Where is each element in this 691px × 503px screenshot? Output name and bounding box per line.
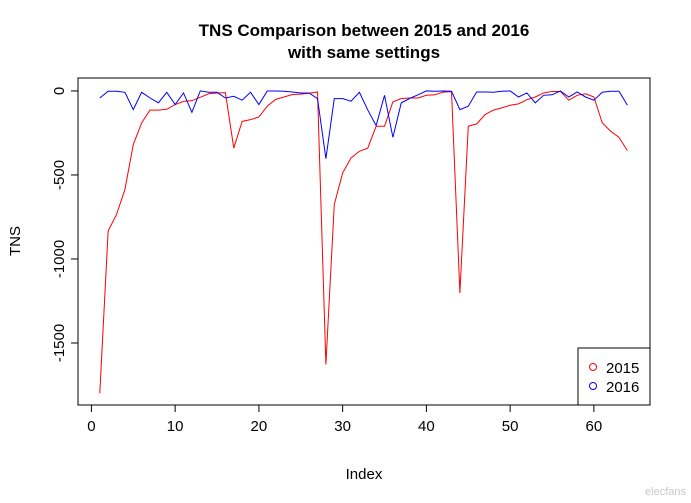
legend-box bbox=[577, 347, 651, 406]
x-tick-label: 10 bbox=[167, 418, 184, 435]
chart-title: TNS Comparison between 2015 and 2016 bbox=[199, 21, 530, 40]
y-axis-label: TNS bbox=[7, 226, 24, 256]
x-tick-label: 50 bbox=[502, 418, 519, 435]
x-axis: 0 10 20 30 40 50 60 bbox=[87, 404, 603, 435]
legend: 2015 2016 bbox=[577, 347, 651, 406]
legend-label-2016: 2016 bbox=[606, 379, 639, 396]
y-axis: 0 -500 -1000 -1500 bbox=[51, 87, 79, 362]
x-axis-label: Index bbox=[346, 466, 383, 483]
x-tick-label: 30 bbox=[334, 418, 351, 435]
y-tick-label: -1000 bbox=[51, 240, 68, 278]
y-tick-label: -500 bbox=[51, 160, 68, 190]
x-tick-label: 20 bbox=[251, 418, 268, 435]
x-tick-label: 60 bbox=[586, 418, 603, 435]
plot-box bbox=[77, 77, 651, 406]
y-tick-label: 0 bbox=[51, 87, 68, 95]
series-lines bbox=[99, 90, 628, 394]
series-line-2015 bbox=[99, 90, 628, 394]
y-tick-label: -1500 bbox=[51, 324, 68, 362]
x-tick-label: 0 bbox=[87, 418, 95, 435]
chart-subtitle: with same settings bbox=[287, 43, 440, 62]
legend-marker-2016 bbox=[589, 382, 597, 390]
legend-marker-2015 bbox=[589, 363, 597, 371]
x-tick-label: 40 bbox=[418, 418, 435, 435]
legend-label-2015: 2015 bbox=[606, 360, 639, 377]
watermark: elecfans bbox=[645, 486, 686, 498]
series-line-2016 bbox=[99, 90, 628, 159]
